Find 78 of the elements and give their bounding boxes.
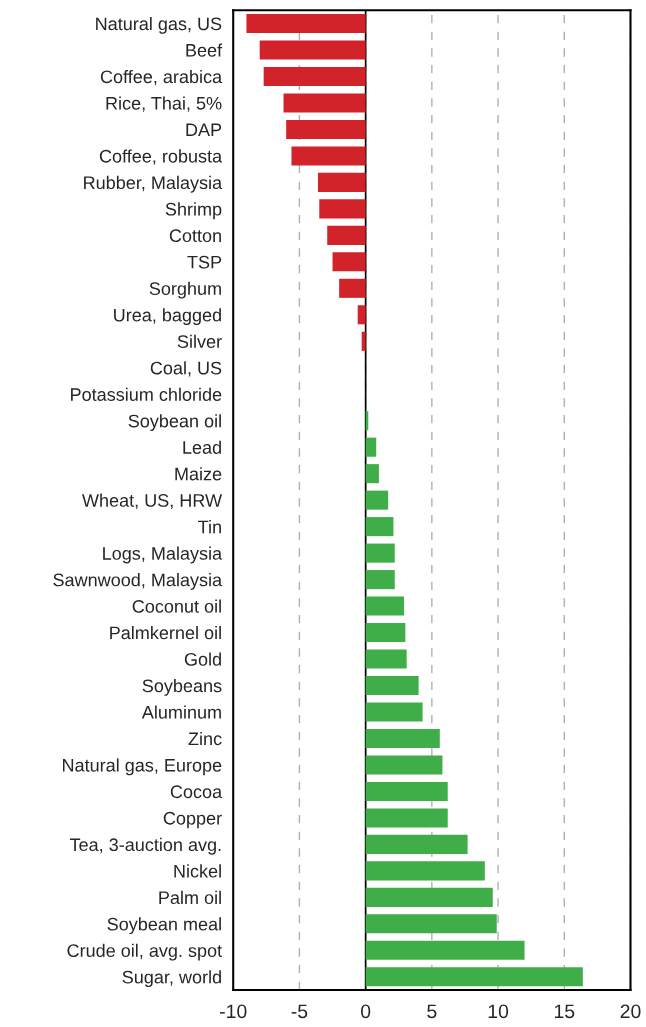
bar [365,887,493,907]
bar [317,172,366,192]
y-tick-label: Crude oil, avg. spot [67,943,222,961]
y-tick-label: Wheat, US, HRW [82,493,223,509]
bar [365,649,407,669]
y-tick-label: Rice, Thai, 5% [106,96,222,112]
y-tick-label: DAP [186,123,222,136]
bar [365,623,406,643]
x-tick-label: 15 [554,1004,575,1019]
bar [365,914,497,934]
y-tick-label: Tea, 3-auction avg. [69,837,221,855]
y-tick-label: Coconut oil [132,599,221,613]
bar [365,834,468,854]
bar [259,40,366,60]
y-tick-label: TSP [187,255,222,269]
y-tick-label: Potassium chloride [71,387,222,401]
bar [365,861,485,881]
bar [357,305,366,325]
y-tick-label: Palmkernel oil [110,626,221,640]
x-tick-label: -10 [220,1004,247,1019]
bar [361,331,366,351]
bar [339,278,366,298]
y-tick-label: Cotton [169,229,221,243]
y-tick-label: Lead [183,440,221,454]
y-tick-label: Soybeans [142,678,222,696]
bar [365,464,379,484]
y-tick-label: Silver [177,334,222,348]
y-tick-label: Palm oil [159,890,221,905]
y-tick-label: Urea, bagged [114,308,221,326]
bar [365,543,395,563]
bar [365,940,525,960]
y-tick-label: Copper [163,811,222,829]
y-tick-label: Maize [175,467,222,481]
x-tick-label: 20 [620,1004,641,1019]
y-tick-label: Natural gas, US [96,16,222,34]
bar [332,252,366,272]
y-tick-label: Coffee, robusta [99,149,223,165]
y-tick-label: Nickel [174,864,221,878]
bar [365,781,448,801]
y-tick-label: Zinc [188,731,222,746]
y-tick-label: Shrimp [165,202,222,220]
bar [319,199,366,219]
y-tick-label: Gold [184,652,221,666]
y-tick-label: Cocoa [170,785,223,799]
y-tick-label: Soybean meal [107,917,221,935]
x-tick-label: -5 [291,1004,308,1019]
x-tick-label: 10 [488,1004,509,1019]
bar [246,13,366,34]
bar [365,808,448,828]
y-tick-label: Logs, Malaysia [103,546,223,564]
bar [286,119,366,139]
bar [365,728,440,748]
bar [365,755,443,775]
bar [283,93,366,113]
y-tick-label: Beef [186,43,223,57]
y-tick-label: Rubber, Malaysia [84,175,223,193]
x-tick-label: 0 [360,1004,371,1019]
bar [263,66,366,86]
y-tick-label: Sorghum [149,281,221,299]
x-tick-label: 5 [427,1004,437,1019]
bar [327,225,366,245]
y-tick-label: Natural gas, Europe [63,758,222,776]
y-tick-label: Coffee, arabica [100,69,223,86]
bar [365,596,405,616]
y-tick-label: Coal, US [150,361,222,377]
bar [365,702,423,722]
bar [365,570,395,590]
bar [365,437,377,457]
y-tick-label: Sugar, world [122,970,221,988]
y-tick-label: Tin [198,520,221,534]
y-tick-label: Aluminum [141,705,221,719]
bar [291,146,366,166]
bar [365,967,583,987]
bar [365,675,419,696]
bar [365,517,394,537]
y-tick-label: Sawnwood, Malaysia [53,573,223,590]
y-tick-label: Soybean oil [128,414,221,431]
bar [365,490,389,510]
